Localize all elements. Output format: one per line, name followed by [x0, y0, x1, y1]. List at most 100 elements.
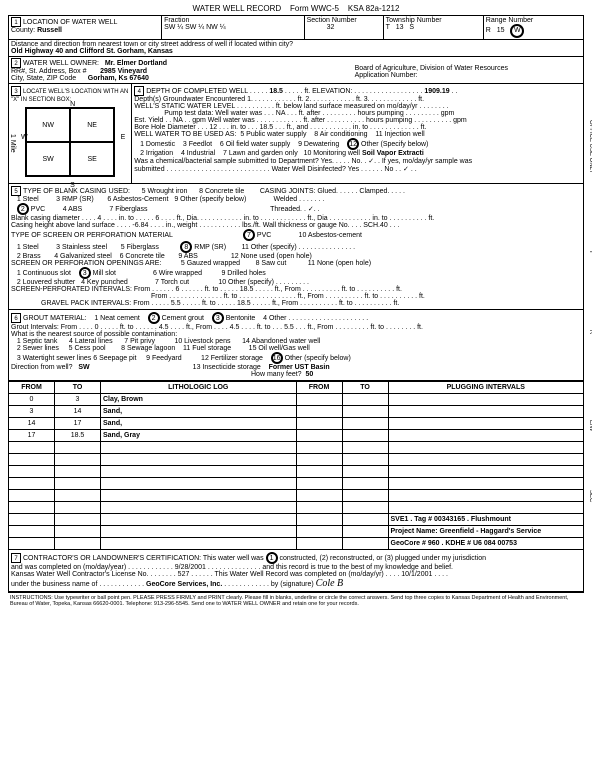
cert-1-circle: 1 — [266, 552, 278, 564]
u7: 7 Lawn and garden only — [223, 150, 298, 157]
quad-nw[interactable]: NW — [26, 108, 70, 142]
u10: 10 Monitoring well — [304, 150, 360, 157]
p14: 14 Abandoned water well — [242, 338, 320, 345]
p5: 5 Cess pool — [69, 345, 106, 352]
range-ew: W — [510, 24, 524, 38]
cert-opts: constructed, (2) reconstructed, or (3) p… — [279, 555, 486, 562]
p3: 3 Watertight sewer lines — [17, 355, 91, 362]
s2: 2 Brass — [17, 253, 41, 260]
c4: 4 ABS — [63, 206, 82, 213]
quad-se[interactable]: SE — [70, 142, 114, 176]
joints: CASING JOINTS: Glued. . . . . . Clamped.… — [260, 188, 405, 195]
s7: PVC — [257, 232, 271, 239]
owner-city: Gorham, Ks 67640 — [88, 75, 149, 82]
section-grid[interactable]: NW NE SW SE — [25, 107, 115, 177]
table-row — [9, 478, 584, 490]
c7: 7 Fiberglass — [109, 206, 147, 213]
s9: 9 ABS — [178, 253, 197, 260]
signature: Cole B — [316, 578, 344, 589]
table-row — [9, 466, 584, 478]
th-plug: PLUGGING INTERVALS — [388, 382, 584, 394]
g1: 1 Neat cement — [94, 315, 140, 322]
s5: 5 Fiberglass — [121, 244, 159, 251]
p6: 6 Seepage pit — [93, 355, 136, 362]
loc-header: LOCATION OF WATER WELL — [23, 19, 117, 26]
u12-circle: 12 — [347, 138, 359, 150]
u8: 8 Air conditioning — [314, 131, 367, 138]
p9: 9 Feedyard — [146, 355, 181, 362]
u1: 1 Domestic — [140, 141, 175, 148]
range-label: Range Number — [486, 17, 533, 24]
u5: 5 Public water supply — [240, 131, 306, 138]
c1: 1 Steel — [17, 196, 39, 203]
u4: 4 Industrial — [181, 150, 215, 157]
p4: 4 Lateral lines — [69, 338, 113, 345]
depth-val: 18.5 — [269, 88, 283, 95]
welded: Welded . . . . . . . — [274, 196, 325, 203]
c5: 5 Wrought iron — [142, 188, 188, 195]
owner-header: WATER WELL OWNER: — [23, 60, 99, 67]
contam-label: What is the nearest source of possible c… — [11, 331, 177, 338]
quad-ne[interactable]: NE — [70, 108, 114, 142]
depth-u: ft. — [304, 88, 310, 95]
u12-val: Soil Vapor Extracti — [362, 150, 424, 157]
sec1-num: 1 — [11, 17, 21, 27]
app-label: Application Number: — [355, 72, 418, 79]
elev-val: 1909.19 — [424, 88, 449, 95]
gw-line: Depth(s) Groundwater Encountered 1. . . … — [134, 96, 424, 103]
sec6-header: GROUT MATERIAL: — [23, 315, 87, 322]
p10: 10 Livestock pens — [174, 338, 230, 345]
quad-sw[interactable]: SW — [26, 142, 70, 176]
range-r: R — [486, 27, 491, 34]
th-lith: LITHOLOGIC LOG — [101, 382, 297, 394]
fraction-label: Fraction — [164, 17, 189, 24]
chem-line: Was a chemical/bacterial sample submitte… — [134, 158, 472, 165]
dist-label: Distance and direction from nearest town… — [11, 41, 293, 48]
threaded: Threaded. . ✓. . — [270, 206, 319, 213]
s11: 11 Other (specify) . . . . . . . . . . .… — [242, 244, 355, 251]
s6: 6 Concrete tile — [120, 253, 165, 260]
grid-s: S — [70, 182, 75, 189]
p13: 13 Insecticide storage — [193, 364, 261, 371]
s8: RMP (SR) — [194, 244, 226, 251]
side-t: T — [588, 250, 592, 254]
o3: Mill slot — [93, 270, 116, 277]
grid-n: N — [70, 101, 75, 108]
g4: 4 Other . . . . . . . . . . . . . . . . … — [263, 315, 368, 322]
s4: 4 Galvanized steel — [54, 253, 112, 260]
form-title: WATER WELL RECORD — [193, 4, 282, 13]
sec2-num: 2 — [11, 58, 21, 68]
section-val: 32 — [327, 24, 335, 31]
g2: Cement grout — [162, 315, 204, 322]
perf-line: SCREEN-PERFORATED INTERVALS: From . . . … — [11, 286, 402, 293]
th-from: FROM — [9, 382, 55, 394]
address-val: Old Highway 40 and Clifford St. Gorham, … — [11, 48, 173, 55]
sec4-num: 4 — [134, 86, 144, 96]
cert-l2: Kansas Water Well Contractor's License N… — [11, 571, 448, 578]
p8: 8 Sewage lagoon — [121, 345, 175, 352]
g3-circle: 3 — [212, 312, 224, 324]
gint-line: Grout Intervals: From . . . . 0 . . . . … — [11, 324, 423, 331]
side-sec: SEC — [588, 490, 592, 502]
table-row: GeoCore # 960 . KDHE # U6 084 00753 — [9, 538, 584, 550]
dir-label: Direction from well? — [11, 364, 72, 371]
sub-line: submitted . . . . . . . . . . . . . . . … — [134, 166, 416, 173]
c9: 9 Other (specify below) — [174, 196, 246, 203]
lithologic-log-table: FROM TO LITHOLOGIC LOG FROM TO PLUGGING … — [8, 381, 584, 550]
use-hdr: WELL WATER TO BE USED AS: — [134, 131, 236, 138]
u2: 2 Irrigation — [140, 150, 173, 157]
sig-label: by (signature) — [271, 581, 314, 588]
section-label: Section Number — [307, 17, 357, 24]
o8: 8 Saw cut — [256, 260, 287, 267]
footer-instructions: INSTRUCTIONS: Use typewriter or ball poi… — [8, 592, 584, 609]
gravel-line: GRAVEL PACK INTERVALS: From . . . . . 5.… — [41, 300, 399, 307]
u12: Other (Specify below) — [361, 141, 428, 148]
grid-e: E — [121, 134, 126, 141]
s1: 1 Steel — [17, 244, 39, 251]
est-line: Est. Yield . . NA . . gpm Well water was… — [134, 117, 466, 124]
o10: 10 Other (specify) . . . . . . . . . — [218, 279, 309, 286]
c2-circle: 2 — [17, 203, 29, 215]
sec5-num: 5 — [11, 186, 21, 196]
p16-circle: 16 — [271, 352, 283, 364]
sec7-header: CONTRACTOR'S OR LANDOWNER'S CERTIFICATIO… — [23, 555, 264, 562]
